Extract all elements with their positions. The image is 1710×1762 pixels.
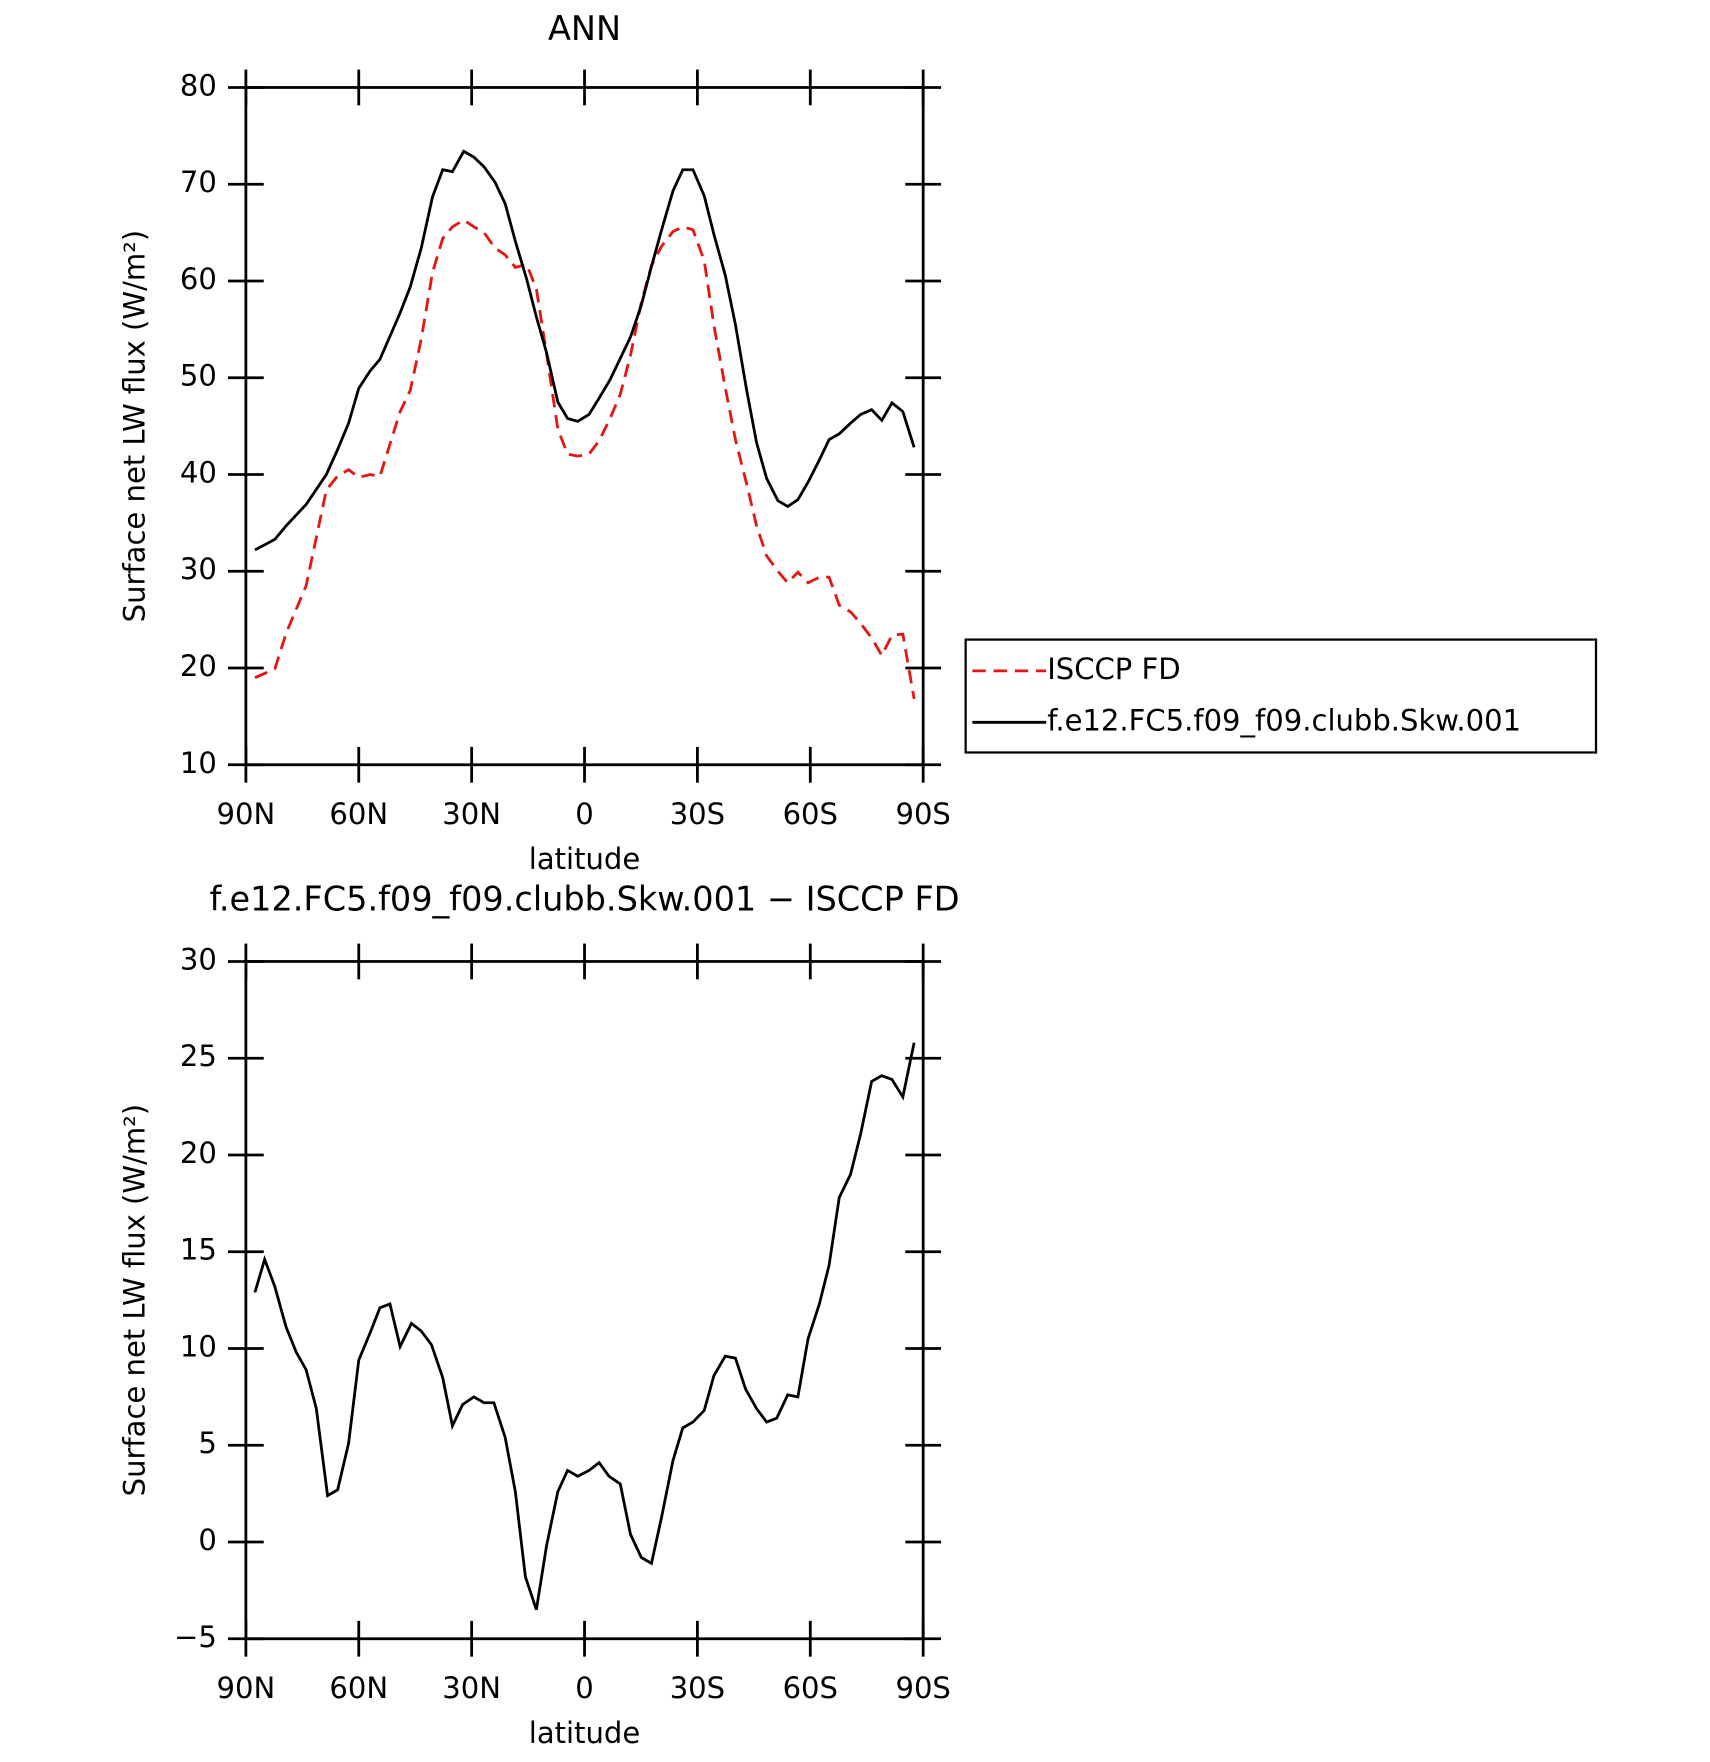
data-line bbox=[254, 149, 916, 552]
y-tick-label: 0 bbox=[198, 1523, 216, 1557]
y-tick-label: 10 bbox=[180, 746, 217, 780]
legend-box bbox=[964, 638, 1598, 754]
y-tick-label: 50 bbox=[180, 359, 217, 393]
y-tick-label: 60 bbox=[180, 262, 217, 296]
x-tick-label: 60N bbox=[329, 1671, 388, 1705]
data-line bbox=[253, 1042, 916, 1611]
y-axis-label: Surface net LW flux (W/m²) bbox=[117, 230, 151, 623]
chart-title: ANN bbox=[548, 9, 621, 48]
data-line bbox=[254, 218, 916, 700]
y-tick-label: 70 bbox=[180, 165, 217, 199]
x-axis-label: latitude bbox=[529, 1716, 640, 1750]
x-tick-label: 0 bbox=[575, 1671, 593, 1705]
x-tick-label: 60N bbox=[329, 797, 388, 831]
y-tick-label: −5 bbox=[174, 1620, 217, 1654]
x-axis-label: latitude bbox=[529, 842, 640, 876]
x-tick-label: 60S bbox=[783, 797, 838, 831]
x-tick-label: 90N bbox=[217, 797, 276, 831]
y-tick-label: 40 bbox=[180, 455, 217, 489]
y-tick-label: 25 bbox=[180, 1039, 217, 1073]
x-tick-label: 0 bbox=[575, 797, 593, 831]
legend-label: f.e12.FC5.f09_f09.clubb.Skw.001 bbox=[1047, 703, 1521, 737]
y-tick-label: 30 bbox=[180, 552, 217, 586]
x-tick-label: 90S bbox=[895, 1671, 950, 1705]
y-tick-label: 20 bbox=[180, 1136, 217, 1170]
y-tick-label: 20 bbox=[180, 649, 217, 683]
x-tick-label: 90N bbox=[217, 1671, 276, 1705]
x-tick-label: 30N bbox=[442, 1671, 501, 1705]
y-tick-label: 80 bbox=[180, 68, 217, 102]
x-tick-label: 30N bbox=[442, 797, 501, 831]
x-tick-label: 30S bbox=[670, 797, 725, 831]
y-tick-label: 15 bbox=[180, 1233, 217, 1267]
y-tick-label: 5 bbox=[198, 1426, 216, 1460]
y-tick-label: 10 bbox=[180, 1329, 217, 1363]
legend-label: ISCCP FD bbox=[1047, 652, 1180, 686]
y-tick-label: 30 bbox=[180, 942, 217, 976]
y-axis-label: Surface net LW flux (W/m²) bbox=[117, 1104, 151, 1497]
chart-title: f.e12.FC5.f09_f09.clubb.Skw.001 − ISCCP … bbox=[210, 880, 960, 919]
x-tick-label: 60S bbox=[783, 1671, 838, 1705]
x-tick-label: 90S bbox=[895, 797, 950, 831]
x-tick-label: 30S bbox=[670, 1671, 725, 1705]
